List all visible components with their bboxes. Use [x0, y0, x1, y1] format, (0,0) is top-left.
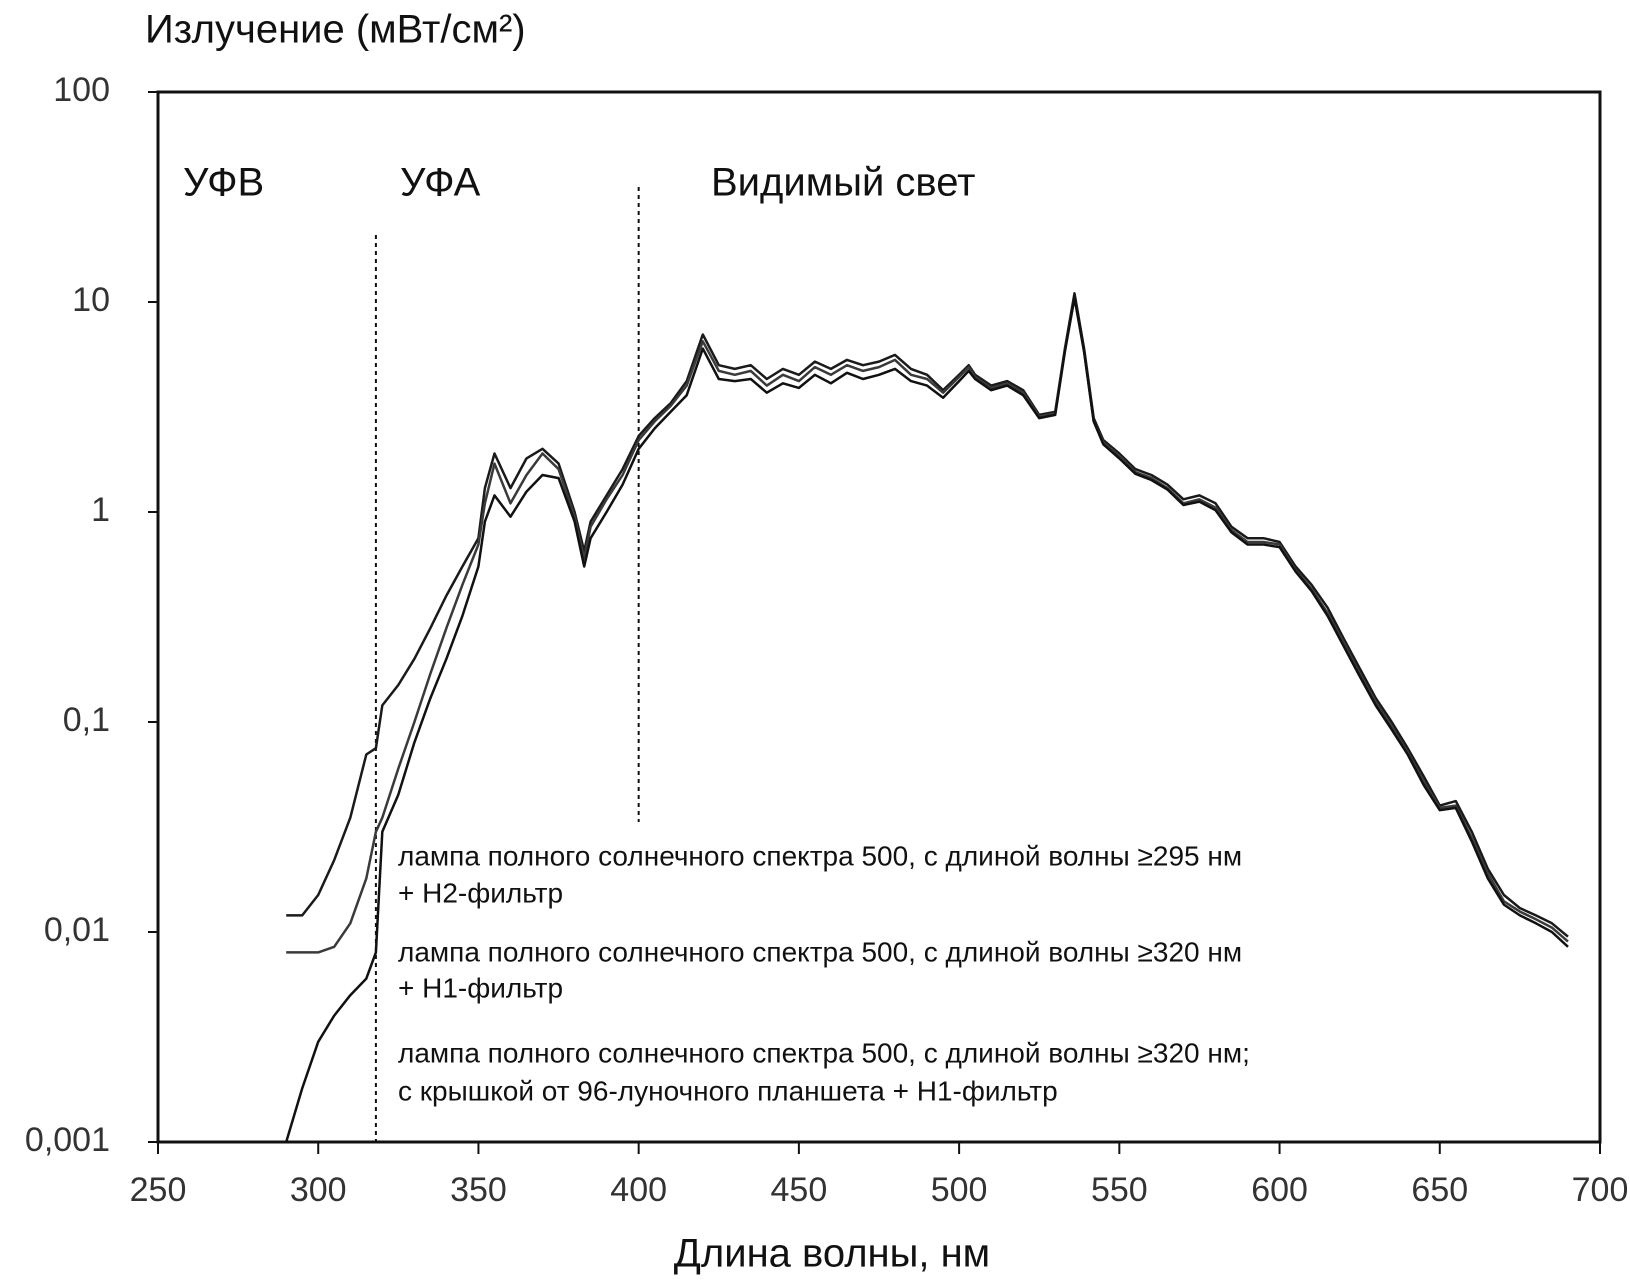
x-tick-label: 600 — [1251, 1171, 1308, 1209]
region-label: Видимый свет — [711, 161, 975, 205]
series-line — [286, 292, 1569, 938]
y-tick-label: 0,001 — [25, 1121, 110, 1159]
x-tick-label: 400 — [610, 1171, 667, 1209]
y-axis-label: Излучение (мВт/см²) — [145, 8, 526, 52]
x-tick-label: 250 — [130, 1171, 187, 1209]
y-tick-label: 0,01 — [44, 911, 110, 949]
x-tick-label: 700 — [1572, 1171, 1629, 1209]
legend-entry: + Н2-фильтр — [398, 877, 563, 908]
series-line — [286, 296, 1569, 954]
y-tick-label: 0,1 — [63, 701, 110, 739]
y-tick-label: 10 — [72, 281, 110, 319]
x-tick-label: 350 — [450, 1171, 507, 1209]
legend-entry: лампа полного солнечного спектра 500, с … — [398, 840, 1242, 871]
x-tick-label: 500 — [931, 1171, 988, 1209]
region-label: УФА — [400, 161, 481, 205]
x-tick-label: 550 — [1091, 1171, 1148, 1209]
legend-entry: с крышкой от 96-луночного планшета + Н1-… — [398, 1075, 1058, 1106]
legend-entry: + Н1-фильтр — [398, 972, 563, 1003]
y-tick-label: 1 — [91, 491, 110, 529]
y-tick-label: 100 — [53, 71, 110, 109]
legend-entry: лампа полного солнечного спектра 500, с … — [398, 936, 1242, 967]
x-tick-label: 300 — [290, 1171, 347, 1209]
x-tick-label: 650 — [1411, 1171, 1468, 1209]
series-line — [285, 296, 1569, 1143]
x-axis-label: Длина волны, нм — [674, 1232, 990, 1276]
region-label: УФВ — [183, 161, 264, 205]
x-tick-label: 450 — [771, 1171, 828, 1209]
plot-frame — [156, 90, 1602, 1144]
legend-entry: лампа полного солнечного спектра 500, с … — [398, 1037, 1250, 1068]
